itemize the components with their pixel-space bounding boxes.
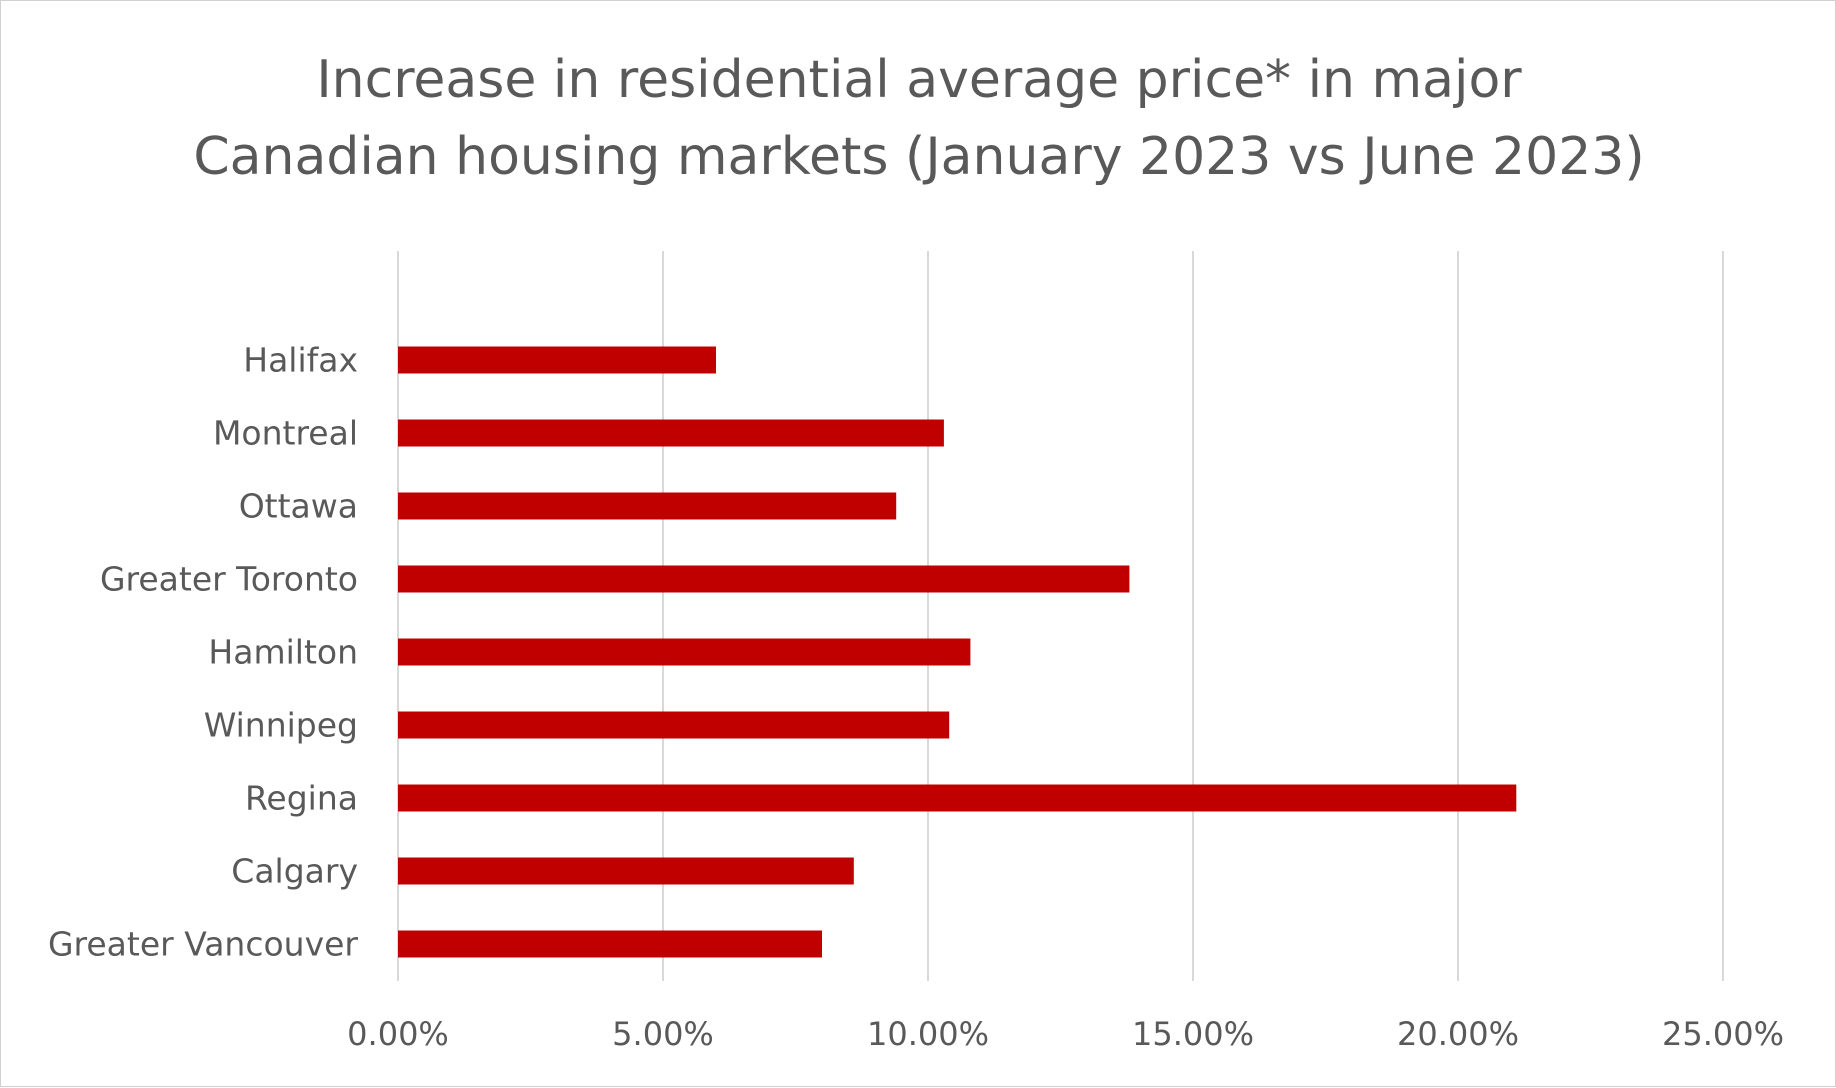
x-tick-label: 20.00% <box>1397 1015 1519 1053</box>
bar <box>398 857 854 885</box>
bar <box>398 565 1130 593</box>
bar <box>398 638 971 666</box>
chart-title-line-2: Canadian housing markets (January 2023 v… <box>193 127 1644 187</box>
category-label: Winnipeg <box>204 706 358 745</box>
bar <box>398 711 950 739</box>
x-tick-label: 25.00% <box>1662 1015 1784 1053</box>
category-label: Halifax <box>243 341 358 380</box>
bars <box>398 346 1517 958</box>
category-labels: Halifax Montreal Ottawa Greater Toronto Hami… <box>48 341 358 964</box>
category-label: Ottawa <box>239 487 358 526</box>
x-axis-tick-labels: 0.00% 5.00% 10.00% 15.00% 20.00% 25.00% <box>347 1015 1784 1053</box>
x-tick-label: 0.00% <box>347 1015 449 1053</box>
category-label: Montreal <box>213 414 358 453</box>
bar <box>398 930 822 958</box>
bar <box>398 492 897 520</box>
category-label: Calgary <box>231 852 358 891</box>
category-label: Greater Toronto <box>100 560 358 599</box>
x-tick-label: 15.00% <box>1132 1015 1254 1053</box>
category-label: Regina <box>245 779 358 818</box>
chart-title: Increase in residential average price* i… <box>193 50 1644 187</box>
x-tick-label: 5.00% <box>612 1015 714 1053</box>
chart-title-line-1: Increase in residential average price* i… <box>316 50 1522 110</box>
category-label: Greater Vancouver <box>48 925 358 964</box>
x-tick-label: 10.00% <box>867 1015 989 1053</box>
bar <box>398 784 1517 812</box>
bar <box>398 346 716 374</box>
bar <box>398 419 944 447</box>
category-label: Hamilton <box>208 633 358 672</box>
